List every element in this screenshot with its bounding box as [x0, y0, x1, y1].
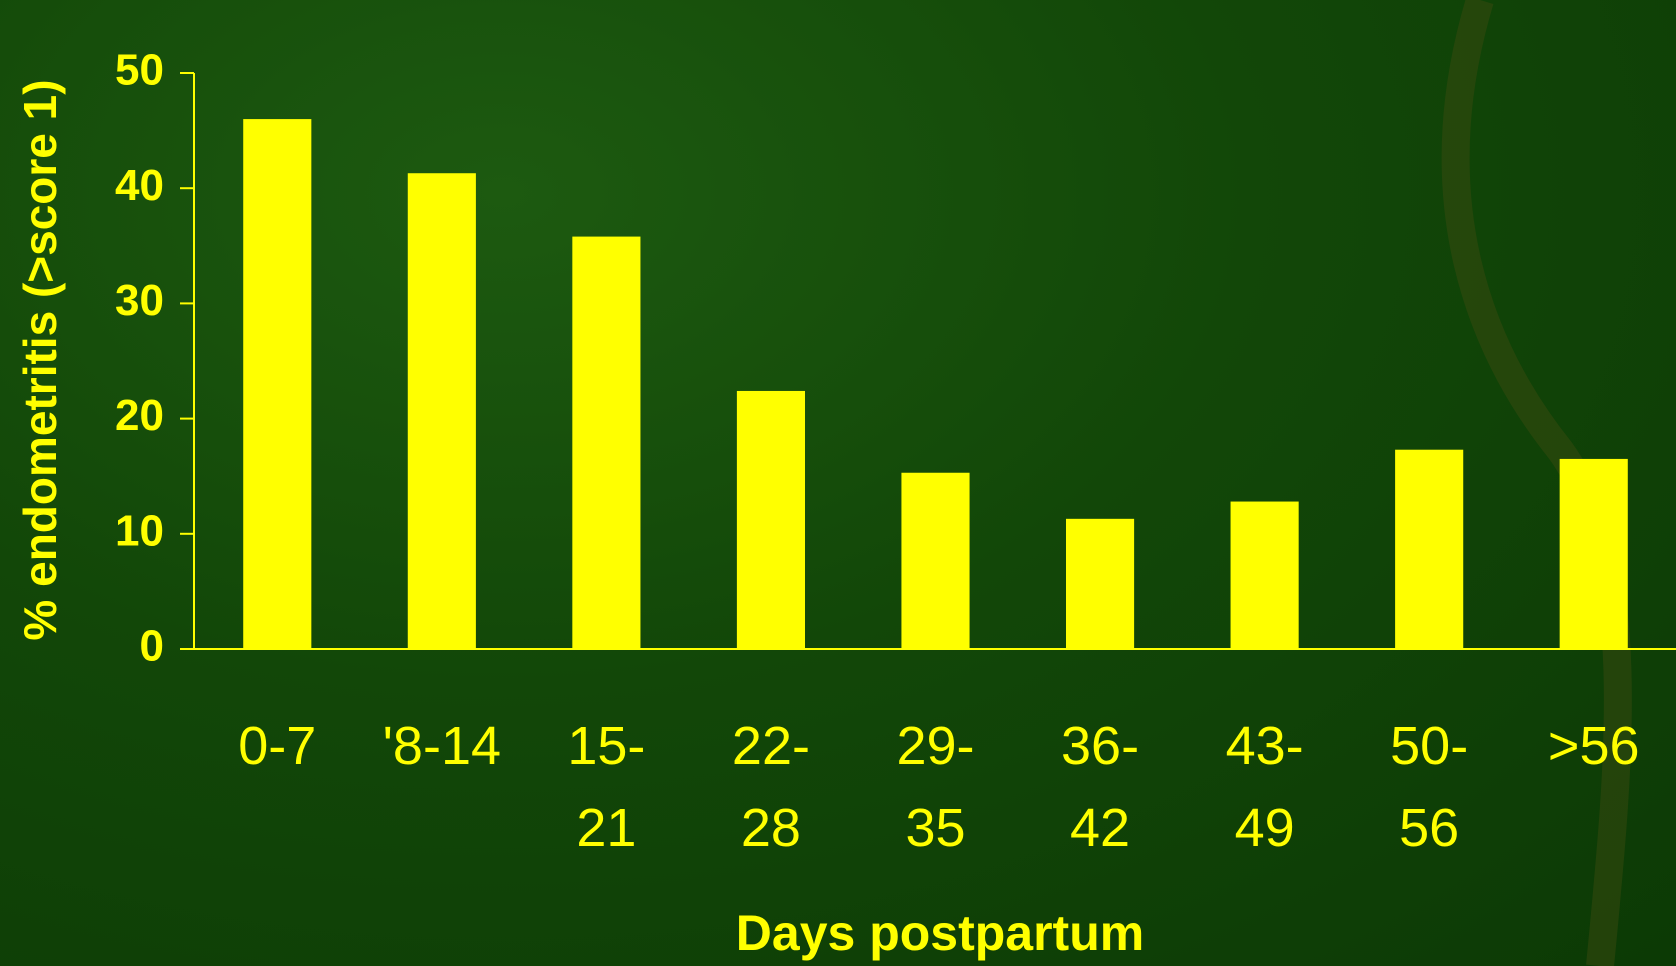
y-tick-label: 50: [115, 46, 164, 95]
y-tick-label: 20: [115, 391, 164, 440]
bar: [1230, 501, 1299, 649]
bar: [243, 119, 312, 649]
bar: [1065, 518, 1135, 649]
x-tick-label: 50- 56: [1390, 716, 1469, 858]
bar: [736, 390, 806, 649]
bar: [1559, 458, 1628, 649]
x-tick-label: 22- 28: [731, 716, 810, 858]
x-tick-label: 29- 35: [896, 716, 975, 858]
y-tick-label: 10: [115, 506, 164, 555]
x-tick-label: 15- 21: [567, 716, 646, 858]
bar: [407, 173, 476, 649]
y-tick-label: 0: [140, 622, 164, 671]
x-tick-label: >56: [1547, 716, 1640, 776]
x-tick-label: 43- 49: [1225, 716, 1304, 858]
x-tick-label: 36- 42: [1061, 716, 1140, 858]
y-tick-label: 40: [115, 161, 164, 210]
x-axis-title: Days postpartum: [736, 905, 1144, 961]
x-tick-label: 0-7: [238, 716, 317, 776]
x-tick-label: '8-14: [382, 716, 502, 776]
y-axis-title: % endometritis (>score 1): [14, 79, 66, 640]
bar: [1395, 449, 1464, 649]
background-swoosh: [1441, 0, 1632, 966]
y-tick-label: 30: [115, 276, 164, 325]
bar: [901, 472, 970, 649]
bar: [572, 236, 641, 650]
